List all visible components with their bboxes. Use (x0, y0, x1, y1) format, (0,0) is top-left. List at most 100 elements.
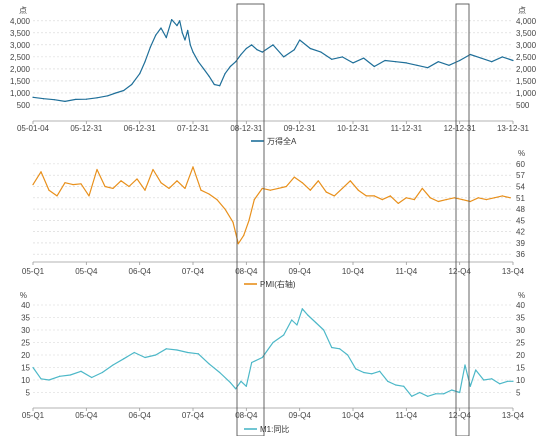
data-point (443, 393, 445, 395)
data-point (272, 341, 274, 344)
data-point (291, 319, 293, 321)
data-point (88, 195, 90, 197)
x-tick-label: 13-Q4 (502, 411, 525, 420)
data-point (363, 57, 365, 59)
data-point (453, 197, 455, 199)
x-tick-label: 13-Q4 (502, 267, 525, 276)
y-tick-label-right: 30 (516, 326, 525, 335)
data-point (240, 53, 242, 56)
data-point (427, 67, 429, 69)
data-point (101, 371, 103, 374)
legend-label: 万得全A (267, 136, 297, 146)
x-tick-label: 11-Q4 (396, 411, 418, 420)
data-point (179, 20, 181, 22)
data-point (459, 391, 461, 394)
x-tick-label: 06-Q4 (129, 411, 152, 420)
x-tick-label: 07-Q4 (182, 267, 205, 276)
x-tick-label: 10-Q4 (342, 267, 365, 276)
data-point (176, 349, 178, 351)
data-point (229, 381, 231, 384)
legend-label: PMI(右轴) (260, 279, 296, 289)
data-point (75, 98, 77, 101)
data-point (59, 375, 61, 377)
y-tick-label-right: 15 (516, 364, 525, 373)
data-point (301, 308, 303, 310)
data-point (128, 185, 130, 188)
x-tick-label: 09-Q4 (289, 267, 312, 276)
data-point (136, 178, 138, 180)
data-point (192, 51, 194, 53)
data-point (203, 68, 205, 70)
y-unit-left: % (20, 291, 27, 300)
x-tick-label: 05-Q4 (75, 411, 98, 420)
data-point (349, 180, 351, 182)
series-line (32, 19, 514, 103)
data-point (315, 321, 317, 324)
data-point (352, 62, 354, 64)
data-point (469, 385, 471, 387)
y-tick-label-right: 4,000 (516, 17, 537, 26)
data-point (56, 195, 58, 197)
data-point (429, 197, 431, 199)
data-point (85, 98, 87, 100)
data-point (371, 373, 373, 375)
data-point (200, 189, 202, 191)
data-point (187, 29, 189, 32)
data-point (64, 182, 66, 184)
y-tick-label-right: 60 (516, 160, 525, 169)
x-tick-label: 05-01-04 (17, 124, 50, 133)
data-point (80, 370, 82, 372)
data-point (475, 369, 477, 371)
data-point (379, 370, 381, 372)
x-tick-label: 05-Q4 (75, 267, 98, 276)
y-tick-label-right: 20 (516, 351, 525, 360)
data-point (80, 183, 82, 185)
data-point (155, 354, 157, 356)
data-point (512, 59, 514, 62)
data-point (435, 393, 437, 395)
data-point (483, 379, 485, 381)
data-point (339, 348, 341, 350)
data-point (283, 56, 285, 58)
data-point (363, 371, 365, 374)
data-point (216, 199, 218, 201)
y-tick-label-right: 2,500 (516, 53, 537, 62)
data-point (224, 208, 226, 210)
data-point (115, 92, 117, 94)
highlight-box-2008 (236, 3, 265, 436)
data-point (189, 44, 191, 46)
y-tick-label-left: 1,000 (10, 89, 31, 98)
data-point (32, 366, 34, 369)
y-tick-label-right: 1,500 (516, 77, 537, 86)
data-point (421, 187, 423, 189)
data-point (309, 189, 311, 191)
x-tick-label: 10-12-31 (337, 124, 370, 133)
y-unit-right: 点 (518, 6, 526, 15)
x-tick-label: 05-12-31 (70, 124, 103, 133)
data-point (240, 380, 242, 382)
x-tick-label: 10-Q4 (342, 411, 365, 420)
data-point (48, 189, 50, 191)
data-point (307, 314, 309, 316)
data-point (112, 187, 114, 189)
data-point (491, 61, 493, 63)
data-point (40, 171, 42, 173)
x-tick-label: 08-12-31 (230, 124, 263, 133)
data-point (187, 351, 189, 354)
x-tick-label: 13-12-31 (497, 124, 530, 133)
data-point (253, 199, 255, 201)
data-point (507, 380, 509, 382)
data-point (437, 200, 439, 203)
data-point (144, 356, 146, 359)
data-point (387, 380, 389, 382)
data-point (323, 329, 325, 331)
y-tick-label-left: 10 (21, 376, 30, 385)
data-point (389, 195, 391, 197)
data-point (480, 57, 482, 59)
y-tick-label-left: 15 (21, 364, 30, 373)
y-tick-label-right: 5 (516, 389, 521, 398)
data-point (347, 354, 349, 356)
data-point (219, 85, 221, 87)
data-point (501, 56, 503, 58)
